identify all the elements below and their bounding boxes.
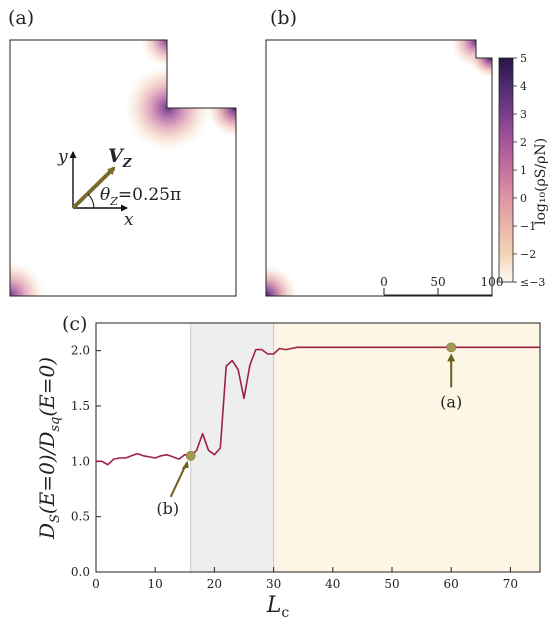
y-tick-label: 0.5	[71, 510, 90, 524]
svg-text:VZ: VZ	[108, 145, 133, 170]
line-chart: 0 10 20 30 40 50 60 70 0.0 0.5 1.0 1.5 2.0 (b) (a)	[71, 322, 541, 591]
point-marker	[185, 450, 196, 461]
panel-b-map	[266, 40, 492, 296]
blob-a-bottom-left	[10, 260, 46, 296]
angle-value: =0.25π	[118, 185, 181, 205]
direction-inset: y x VZ θZ=0.25π	[57, 145, 181, 230]
panel-a-outline	[9, 39, 237, 297]
y-tick-label: 0.0	[71, 565, 90, 579]
marker-arrowhead	[181, 460, 189, 469]
scale-tick-50: 50	[430, 275, 445, 289]
colorbar-tick-label: 4	[520, 80, 527, 93]
y-axis-label: DS(E=0)/Dsq(E=0)	[35, 357, 63, 540]
panel-a-map	[10, 40, 236, 296]
x-tick-label: 0	[92, 577, 100, 591]
svg-text:θZ=0.25π: θZ=0.25π	[100, 185, 181, 208]
inset-x-label: x	[124, 210, 134, 230]
colorbar-tick-label: −2	[520, 248, 536, 261]
colorbar-tick-label: 1	[520, 164, 527, 177]
y-tick-label: 1.0	[71, 454, 90, 468]
panel-b-outline	[265, 39, 493, 297]
x-tick-label: 10	[148, 577, 163, 591]
angle-symbol: θ	[100, 185, 110, 205]
angle-arc	[87, 193, 95, 209]
vector-label: V	[108, 145, 125, 167]
x-tick-label: 50	[384, 577, 399, 591]
data-line	[96, 346, 540, 466]
x-tick-label: 70	[503, 577, 518, 591]
x-tick-label: 60	[444, 577, 459, 591]
colorbar-tick-label: ≤−3	[520, 276, 545, 289]
colorbar-tick-label: −1	[520, 220, 536, 233]
vector-sub: Z	[122, 156, 133, 170]
shaded-region	[273, 323, 540, 572]
blob-b-bottom-left	[266, 264, 298, 296]
scale-bar: 0 50 100	[380, 275, 504, 296]
x-axis-label: Lc	[266, 593, 290, 621]
colorbar-tick-label: 3	[520, 108, 527, 121]
point-marker	[446, 342, 457, 353]
colorbar-tick-label: 2	[520, 136, 527, 149]
marker-label: (a)	[440, 392, 462, 411]
colorbar-tick-label: 5	[520, 52, 527, 65]
plot-frame	[95, 322, 541, 573]
x-tick-label: 20	[207, 577, 222, 591]
marker-label: (b)	[156, 499, 179, 518]
angle-sub: Z	[109, 195, 118, 208]
vz-vector	[71, 166, 116, 210]
x-tick-label: 30	[266, 577, 281, 591]
shaded-region	[190, 323, 274, 572]
panel-label-c: (c)	[62, 313, 87, 335]
scale-tick-100: 100	[481, 275, 504, 289]
colorbar: 5 4 3 2 1 0 −1 −2 ≤−3 log₁₀(ρS/ρN)	[498, 52, 549, 289]
colorbar-tick-label: 0	[520, 192, 527, 205]
marker-arrowhead	[447, 353, 456, 362]
y-tick-label: 2.0	[71, 344, 90, 358]
colorbar-label: log₁₀(ρS/ρN)	[533, 138, 549, 225]
panel-label-a: (a)	[8, 7, 34, 29]
panel-label-b: (b)	[270, 7, 297, 29]
scale-tick-0: 0	[380, 275, 388, 289]
x-tick-label: 40	[325, 577, 340, 591]
y-tick-label: 1.5	[71, 399, 90, 413]
inset-y-label: y	[57, 147, 68, 167]
